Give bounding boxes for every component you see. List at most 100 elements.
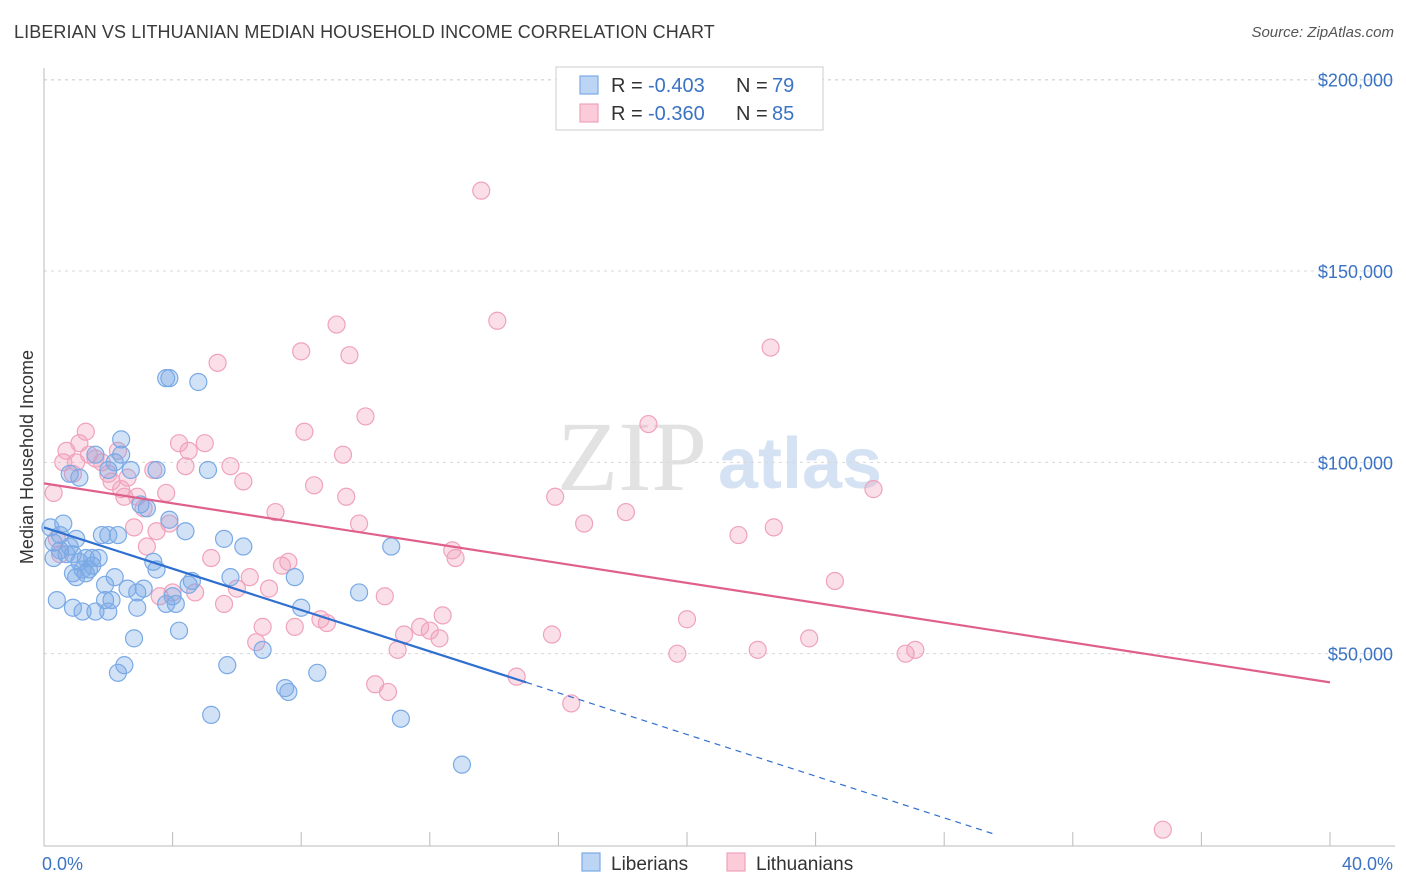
- liberians-point-49: [166, 594, 185, 614]
- legend-n-label-1: N =: [736, 75, 768, 97]
- lithuanians-point-38: [234, 472, 253, 491]
- lithuanians-point-42: [259, 579, 279, 598]
- lithuanians-point-43: [266, 502, 285, 522]
- liberians-trend-line: [43, 526, 527, 684]
- lithuanians-point-87: [896, 644, 915, 663]
- lithuanians-point-56: [349, 514, 369, 533]
- lithuanians-point-85: [825, 571, 844, 591]
- liberians-point-70: [391, 709, 410, 728]
- y-tick-label-2: $150,000: [1318, 262, 1393, 282]
- lithuanians-point-89: [1153, 820, 1172, 839]
- legend-swatch-liberians: [579, 75, 599, 95]
- liberians-point-73: [105, 568, 124, 587]
- liberians-point-34: [112, 430, 131, 449]
- liberians-point-38: [124, 629, 144, 648]
- lithuanians-point-36: [221, 457, 240, 476]
- trend-lines: [43, 482, 1331, 835]
- lithuanians-point-69: [472, 181, 491, 200]
- lithuanians-point-55: [340, 346, 359, 365]
- lithuanians-point-25: [157, 483, 176, 503]
- legend-r-label-1: R =: [611, 75, 643, 97]
- lithuanians-point-45: [279, 552, 298, 571]
- watermark-zip: ZIP: [557, 401, 707, 512]
- legend-n-value-2: 85: [772, 103, 794, 125]
- series-legend: Liberians Lithuanians: [581, 852, 853, 875]
- lithuanians-point-28: [169, 434, 189, 453]
- lithuanians-point-59: [375, 587, 394, 606]
- grid-lines: [44, 79, 1395, 655]
- series-legend-lithuanians: Lithuanians: [756, 854, 853, 875]
- lithuanians-point-76: [616, 502, 636, 522]
- liberians-point-58: [214, 529, 234, 548]
- liberians-point-69: [382, 537, 401, 556]
- liberians-points: [41, 369, 472, 774]
- liberians-point-6: [54, 514, 73, 533]
- liberians-point-51: [176, 522, 195, 541]
- lithuanians-point-78: [668, 644, 687, 663]
- liberians-point-54: [160, 369, 179, 388]
- liberians-point-33: [112, 445, 131, 464]
- liberians-point-72: [73, 560, 92, 579]
- source-label: Source: ZipAtlas.com: [1251, 24, 1394, 41]
- axes: [43, 68, 1395, 847]
- lithuanians-point-82: [761, 338, 780, 357]
- liberians-point-47: [160, 510, 179, 529]
- legend-r-label-2: R =: [611, 103, 643, 125]
- lithuanians-point-33: [202, 548, 221, 568]
- liberians-point-60: [221, 568, 240, 587]
- lithuanians-point-65: [430, 629, 449, 648]
- chart-title: LIBERIAN VS LITHUANIAN MEDIAN HOUSEHOLD …: [14, 22, 715, 42]
- lithuanians-point-30: [179, 441, 198, 460]
- series-legend-liberians: Liberians: [611, 854, 688, 875]
- x-tick-label-1: 40.0%: [1342, 854, 1393, 874]
- lithuanians-point-63: [411, 617, 430, 636]
- watermark-atlas: atlas: [718, 424, 882, 504]
- series-legend-swatch-lithuanians: [726, 852, 746, 872]
- lithuanians-point-86: [864, 480, 883, 499]
- liberians-point-64: [279, 682, 298, 702]
- y-tick-label-3: $200,000: [1318, 71, 1393, 91]
- lithuanians-point-48: [295, 422, 314, 441]
- liberians-point-44: [147, 460, 166, 480]
- x-tick-label-0: 0.0%: [42, 854, 83, 874]
- lithuanians-point-52: [327, 315, 346, 334]
- liberians-point-43: [137, 499, 156, 518]
- lithuanians-point-60: [378, 682, 398, 702]
- liberians-point-74: [83, 556, 102, 575]
- lithuanians-point-47: [292, 342, 311, 361]
- liberians-point-29: [102, 590, 121, 610]
- liberians-point-61: [234, 537, 253, 556]
- lithuanians-point-66: [433, 606, 452, 625]
- liberians-point-50: [169, 621, 189, 640]
- lithuanians-point-27: [163, 583, 182, 602]
- liberians-point-27: [99, 525, 118, 545]
- lithuanians-point-84: [800, 629, 819, 648]
- legend-n-label-2: N =: [736, 103, 768, 125]
- lithuanians-point-0: [44, 483, 63, 503]
- lithuanians-point-54: [337, 487, 356, 506]
- lithuanians-point-75: [575, 514, 594, 533]
- lithuanians-point-81: [748, 640, 767, 659]
- y-tick-labels: $50,000 $100,000 $150,000 $200,000: [1318, 71, 1393, 665]
- liberians-point-3: [47, 590, 66, 610]
- liberians-point-8: [60, 464, 79, 483]
- liberians-point-68: [349, 583, 369, 602]
- lithuanians-point-88: [906, 640, 925, 659]
- liberians-point-24: [92, 525, 111, 545]
- liberians-point-78: [99, 602, 118, 621]
- lithuanians-point-74: [562, 694, 581, 713]
- lithuanians-point-26: [160, 514, 179, 533]
- y-tick-label-0: $50,000: [1328, 645, 1393, 665]
- lithuanians-trend-line: [43, 482, 1331, 684]
- lithuanians-point-41: [253, 617, 272, 636]
- lithuanians-points: [44, 181, 1172, 839]
- liberians-point-31: [108, 525, 128, 545]
- lithuanians-point-72: [542, 625, 562, 644]
- lithuanians-point-64: [420, 621, 439, 640]
- liberians-point-37: [121, 460, 140, 480]
- lithuanians-point-29: [176, 457, 195, 476]
- legend-r-value-1: -0.403: [648, 75, 705, 97]
- lithuanians-point-8: [76, 422, 95, 441]
- lithuanians-point-32: [195, 434, 214, 453]
